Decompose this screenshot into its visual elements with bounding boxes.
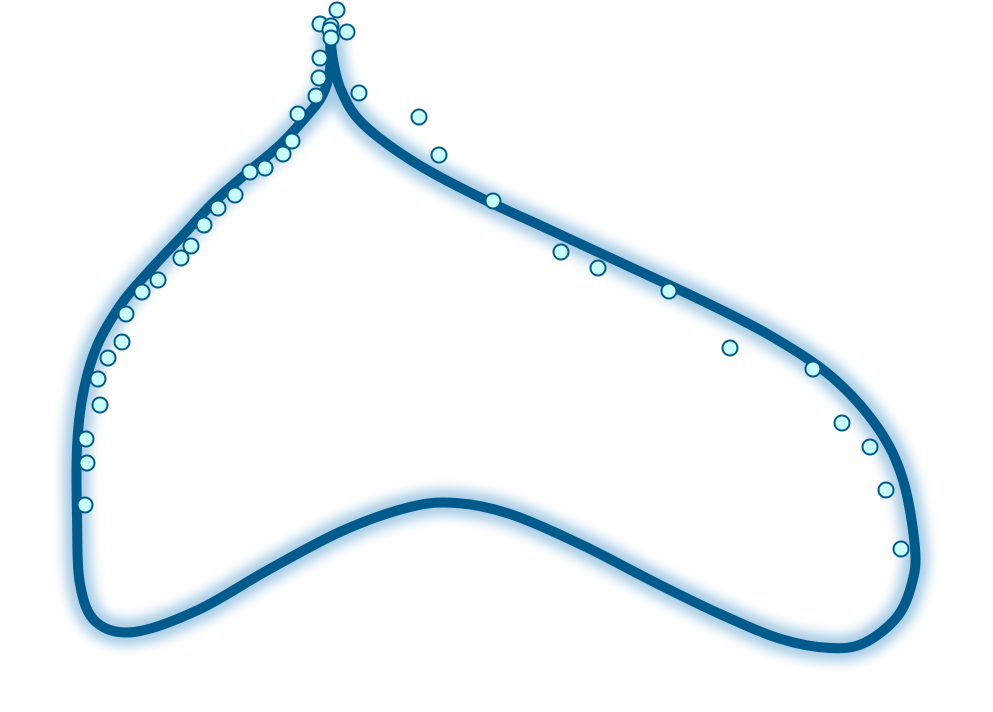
data-point xyxy=(311,49,329,67)
data-point xyxy=(307,87,325,105)
data-point xyxy=(338,23,356,41)
data-point xyxy=(283,132,301,150)
data-point xyxy=(89,370,107,388)
data-point xyxy=(149,271,167,289)
data-point xyxy=(209,199,227,217)
data-point xyxy=(833,414,851,432)
data-point xyxy=(78,454,96,472)
data-point xyxy=(589,259,607,277)
data-point xyxy=(195,216,213,234)
data-point xyxy=(328,1,346,19)
data-point xyxy=(91,396,109,414)
data-point xyxy=(289,105,307,123)
data-point xyxy=(804,360,822,378)
data-point xyxy=(241,163,259,181)
data-point xyxy=(172,249,190,267)
data-point xyxy=(484,192,502,210)
data-point xyxy=(350,84,368,102)
data-point xyxy=(721,339,739,357)
data-point xyxy=(76,496,94,514)
closed-curve-line xyxy=(71,29,921,654)
data-point xyxy=(861,438,879,456)
point-layer xyxy=(76,1,910,558)
data-point xyxy=(430,146,448,164)
data-point xyxy=(226,186,244,204)
data-point xyxy=(660,282,678,300)
data-point xyxy=(256,159,274,177)
data-point xyxy=(310,69,328,87)
data-point xyxy=(552,243,570,261)
data-point xyxy=(77,430,95,448)
data-point xyxy=(117,305,135,323)
curve-layer xyxy=(63,21,929,662)
data-point xyxy=(410,108,428,126)
data-point xyxy=(99,349,117,367)
data-point xyxy=(322,29,340,47)
data-point xyxy=(113,333,131,351)
data-point xyxy=(133,283,151,301)
data-point xyxy=(274,145,292,163)
data-point xyxy=(877,481,895,499)
data-point xyxy=(182,237,200,255)
data-point xyxy=(892,540,910,558)
